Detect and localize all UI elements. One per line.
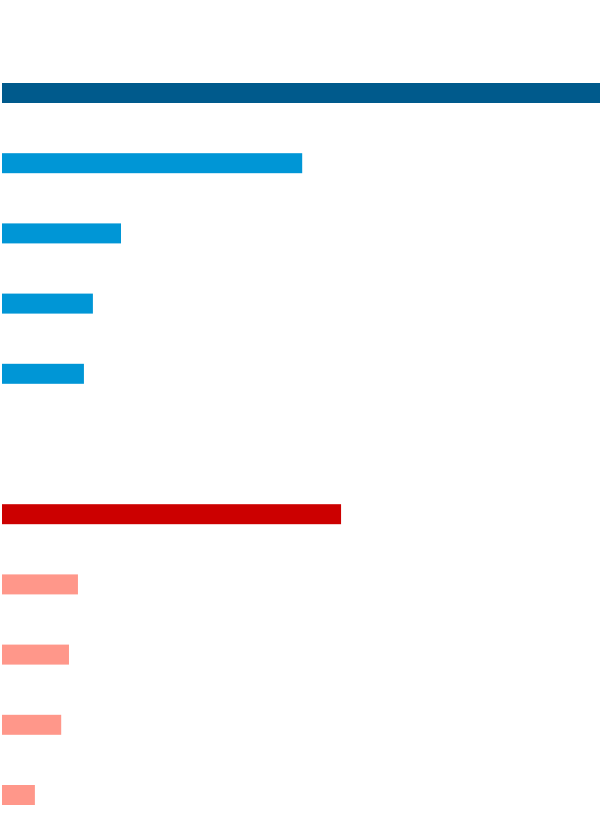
bar <box>2 153 303 174</box>
bar <box>2 785 35 805</box>
bar <box>2 223 122 244</box>
bar <box>2 293 93 314</box>
bar <box>2 714 62 735</box>
bar <box>2 83 600 103</box>
bar <box>2 574 78 595</box>
bar <box>2 363 84 384</box>
bar <box>2 644 69 665</box>
bar <box>2 504 342 525</box>
